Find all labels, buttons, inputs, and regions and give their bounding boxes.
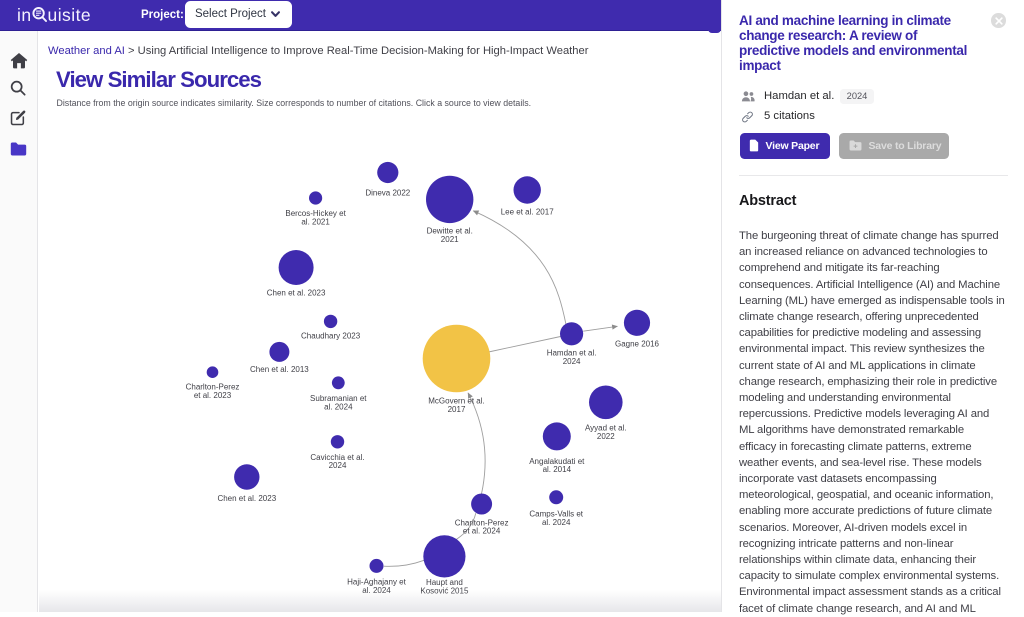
svg-text:et al. 2023: et al. 2023 xyxy=(194,391,232,400)
svg-text:2024: 2024 xyxy=(329,461,347,470)
svg-text:Camps-Valls et: Camps-Valls et xyxy=(529,510,583,519)
svg-text:Subramanian et: Subramanian et xyxy=(310,394,367,403)
svg-text:Angalakudati et: Angalakudati et xyxy=(529,457,585,466)
svg-text:Lee et al. 2017: Lee et al. 2017 xyxy=(501,208,554,217)
svg-text:al. 2024: al. 2024 xyxy=(542,518,571,527)
svg-text:2021: 2021 xyxy=(441,235,459,244)
svg-text:Dewitte et al.: Dewitte et al. xyxy=(427,227,473,236)
svg-text:Gagne 2016: Gagne 2016 xyxy=(615,340,660,349)
svg-text:Chen et al. 2023: Chen et al. 2023 xyxy=(217,494,276,503)
svg-text:Cavicchia et al.: Cavicchia et al. xyxy=(310,453,364,462)
svg-text:al. 2024: al. 2024 xyxy=(324,403,353,412)
svg-text:al. 2014: al. 2014 xyxy=(543,465,572,474)
svg-text:Bercos-Hickey et: Bercos-Hickey et xyxy=(285,209,346,218)
svg-text:Haupt and: Haupt and xyxy=(426,578,463,587)
svg-text:Haji-Aghajany et: Haji-Aghajany et xyxy=(347,578,406,587)
svg-text:2022: 2022 xyxy=(597,432,615,441)
svg-text:Chen et al. 2013: Chen et al. 2013 xyxy=(250,365,309,374)
svg-text:McGovern et al.: McGovern et al. xyxy=(428,397,484,406)
svg-text:al. 2021: al. 2021 xyxy=(301,218,330,227)
svg-text:Hamdan et al.: Hamdan et al. xyxy=(547,349,597,358)
svg-text:Ayyad et al.: Ayyad et al. xyxy=(585,424,627,433)
svg-text:Chen et al. 2023: Chen et al. 2023 xyxy=(267,289,326,298)
svg-text:2024: 2024 xyxy=(563,357,581,366)
svg-text:et al. 2024: et al. 2024 xyxy=(463,527,501,536)
svg-text:2017: 2017 xyxy=(448,405,466,414)
svg-text:Charlton-Perez: Charlton-Perez xyxy=(186,383,240,392)
svg-text:Charlton-Perez: Charlton-Perez xyxy=(455,518,509,527)
svg-text:Dineva 2022: Dineva 2022 xyxy=(365,189,410,198)
svg-text:Chaudhary 2023: Chaudhary 2023 xyxy=(301,332,361,341)
